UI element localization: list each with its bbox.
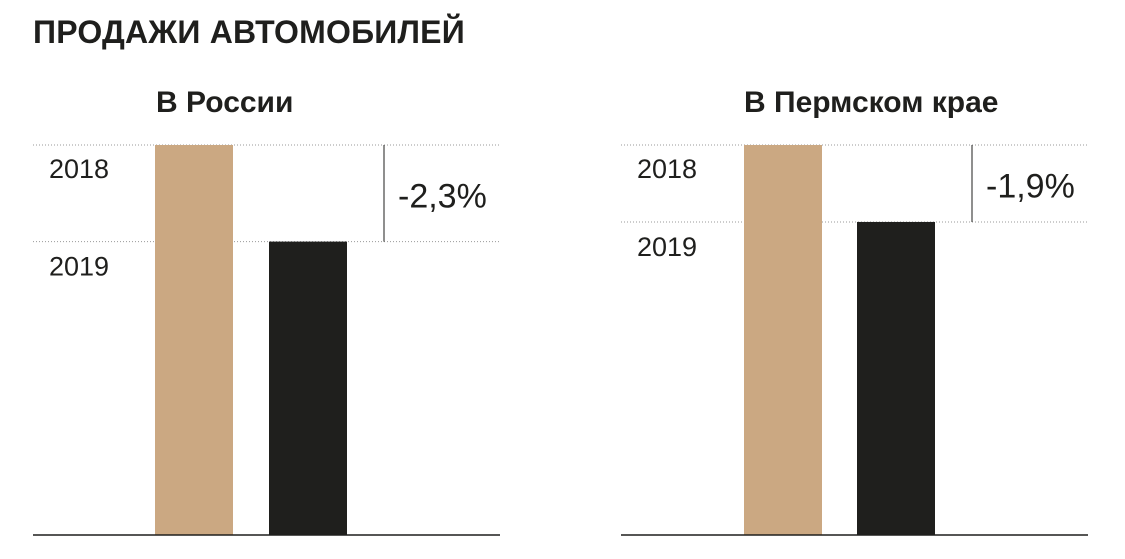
panel-title-perm: В Пермском крае [744,86,999,119]
bar-2019 [269,241,347,535]
change-label: -1,9% [986,167,1075,205]
chart-panel-russia: 2018 2019 -2,3% [33,144,500,536]
bar-2018 [744,145,822,535]
bar-2019 [857,221,935,535]
chart-panel-perm: 2018 2019 -1,9% [621,144,1088,536]
chart-title: ПРОДАЖИ АВТОМОБИЛЕЙ [33,14,465,50]
tick-label-2019: 2019 [49,252,109,282]
tick-label-2018: 2018 [637,154,697,184]
bar-2018 [155,145,233,535]
tick-label-2018: 2018 [49,154,109,184]
panel-title-russia: В России [156,86,294,119]
tick-label-2019: 2019 [637,232,697,262]
change-label: -2,3% [398,177,487,215]
